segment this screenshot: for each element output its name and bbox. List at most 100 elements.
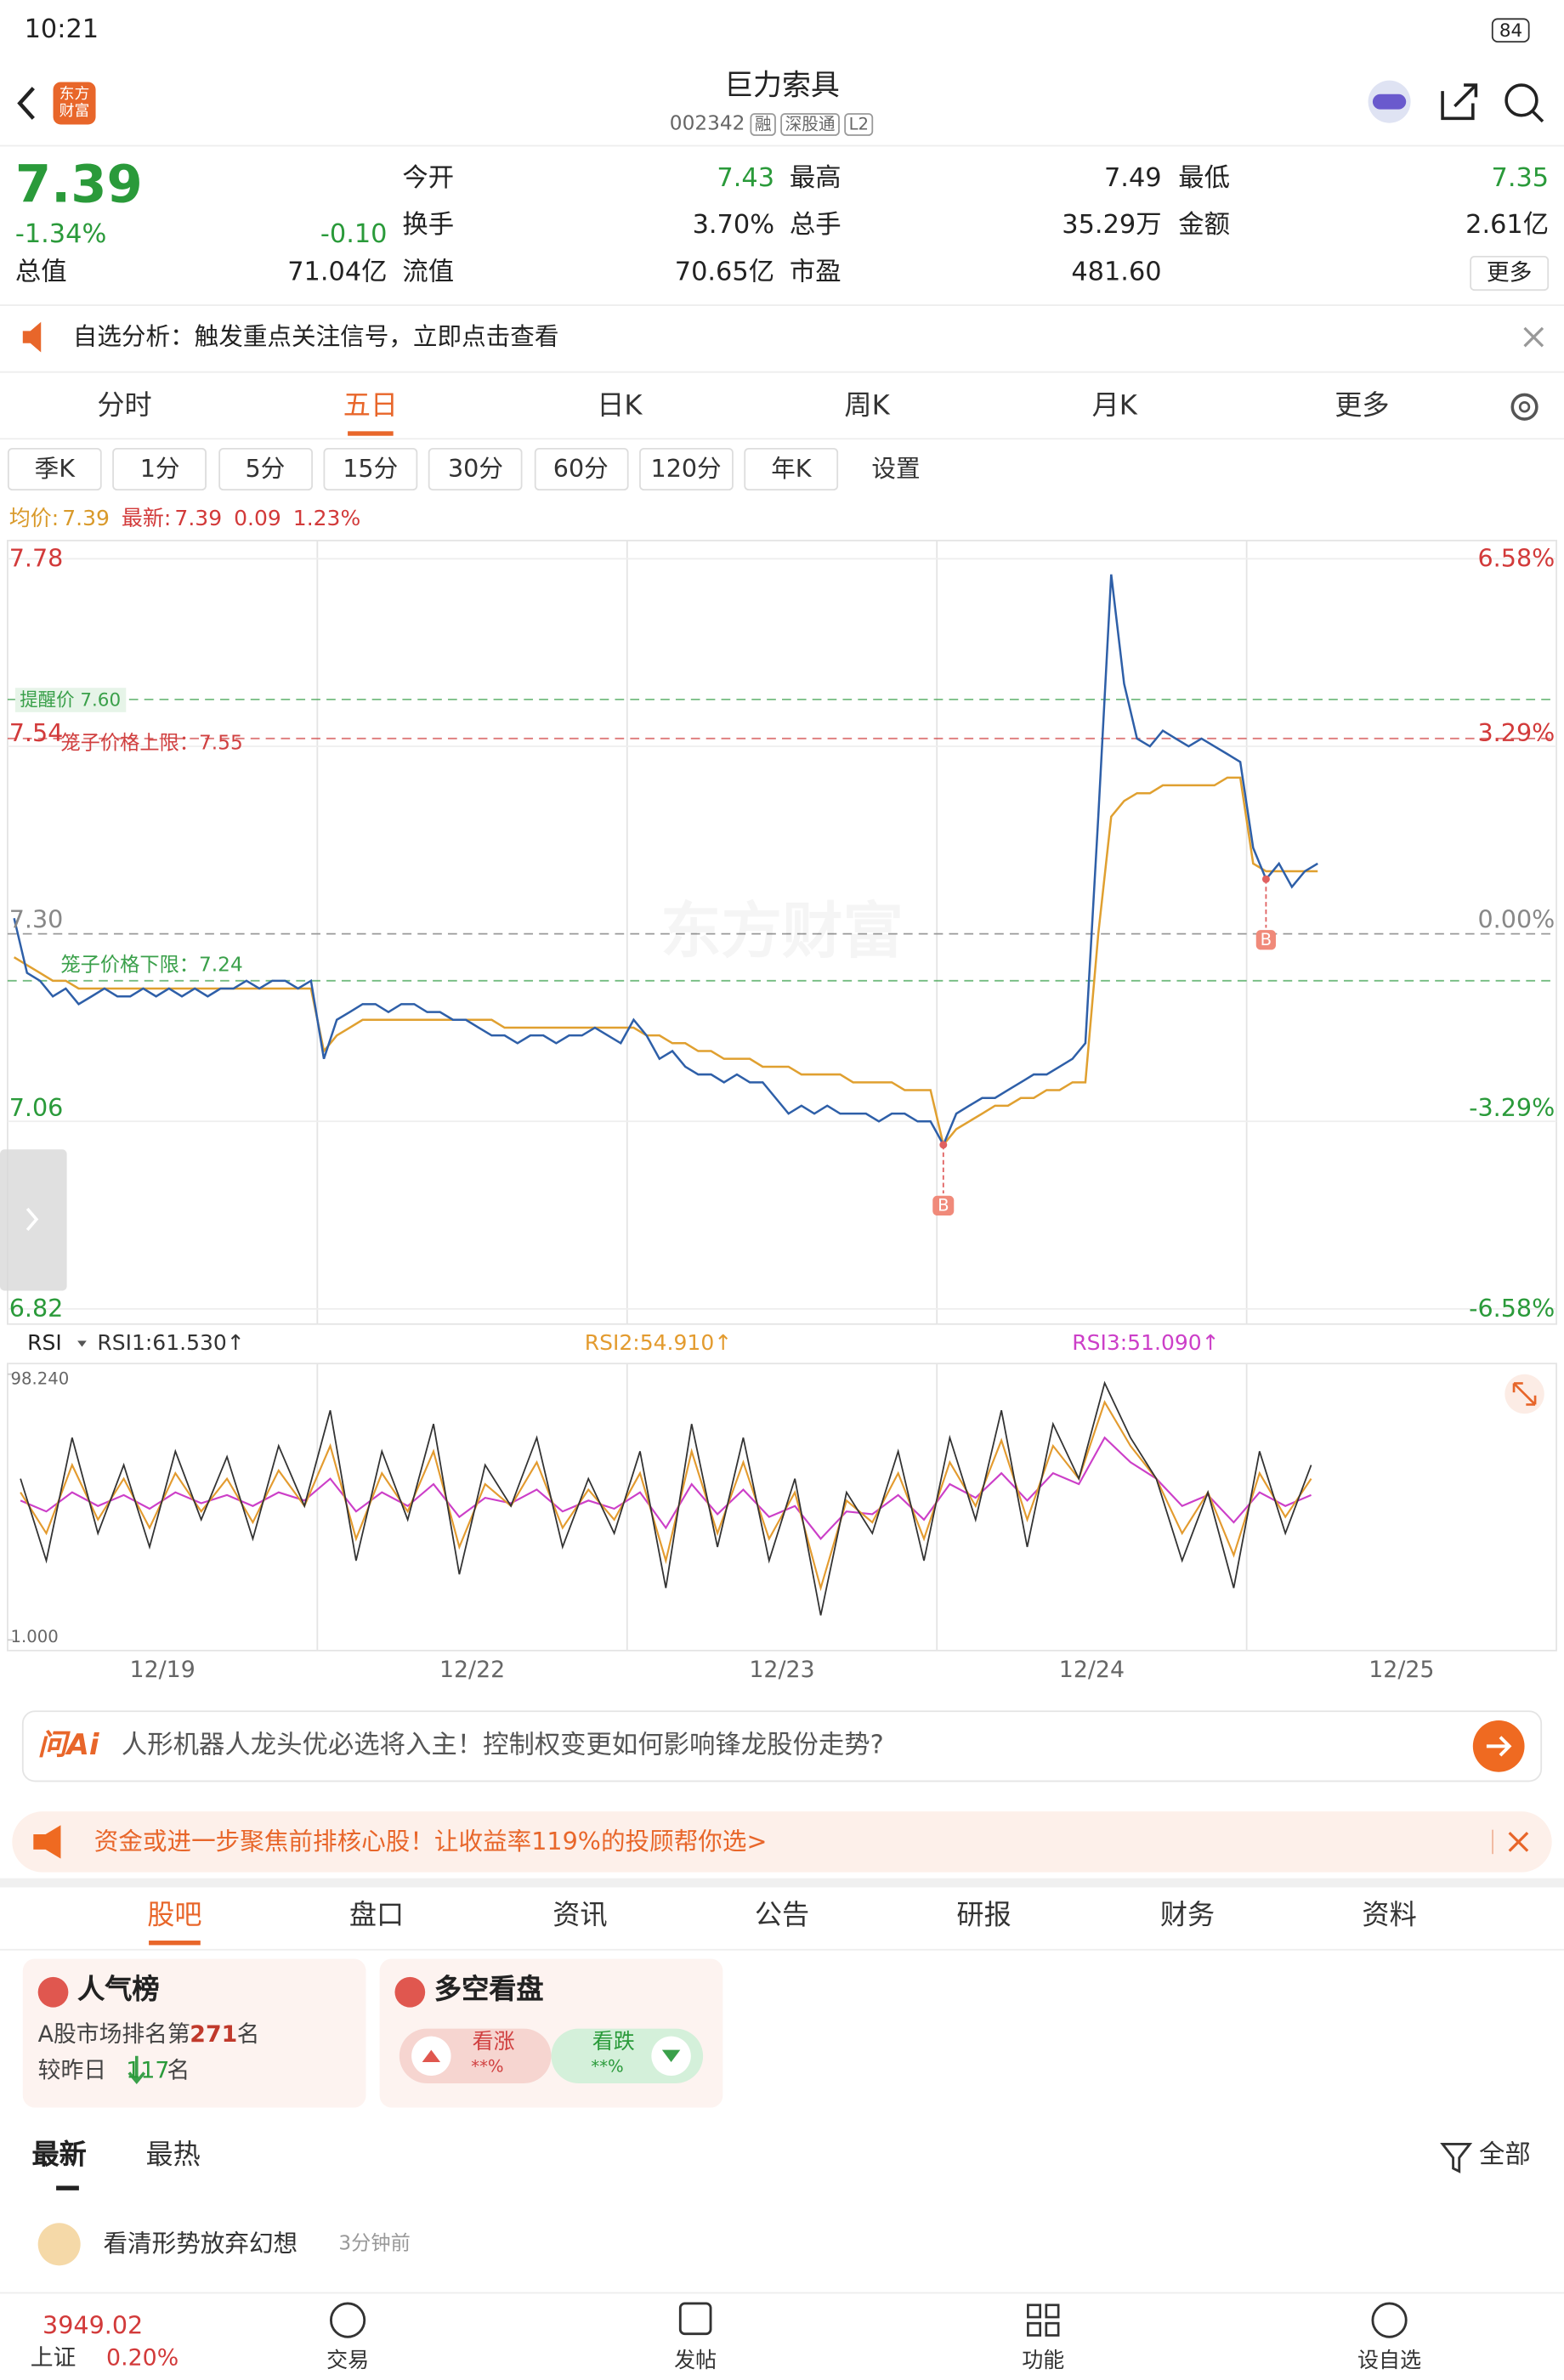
field-value: 3.70% [692, 210, 775, 241]
field-label: 总值 [14, 257, 67, 288]
author-avatar[interactable] [37, 2223, 81, 2266]
post-time: 3分钟前 [338, 2232, 411, 2256]
y-tick-label: 6.82 [8, 1294, 64, 1323]
legend-entry: RSI1:61.530↑ [97, 1331, 245, 1357]
expand-icon[interactable] [1512, 1382, 1537, 1406]
index-value: 3949.02 [42, 2310, 144, 2340]
search-icon[interactable] [1504, 83, 1538, 117]
legend-item: 1.23% [292, 507, 361, 532]
change-pct: -1.34% [14, 219, 107, 250]
period-button[interactable]: 5分 [218, 447, 313, 491]
pct-tick-label: -3.29% [1469, 1092, 1556, 1122]
index-name: 上证 [30, 2343, 76, 2372]
tab[interactable]: 分时 [97, 390, 152, 422]
signal-label: B [1255, 930, 1277, 950]
settings-icon[interactable] [1510, 393, 1538, 421]
filter-icon[interactable] [1440, 2142, 1473, 2173]
filter[interactable]: 全部 [1478, 2139, 1531, 2171]
sort-tab[interactable]: 最新 [31, 2139, 87, 2172]
ai-text[interactable]: 人形机器人龙头优必选将入主！控制权变更如何影响锋龙股份走势? [121, 1730, 884, 1761]
post-author[interactable]: 看清形势放弃幻想 [103, 2229, 298, 2258]
field-value: 7.43 [717, 163, 775, 194]
y-tick-label: 1.000 [10, 1627, 59, 1647]
period-button[interactable]: 设置 [871, 454, 921, 484]
side-handle[interactable] [0, 1149, 67, 1291]
watch-icon[interactable] [1371, 2302, 1408, 2338]
period-button[interactable]: 1分 [112, 447, 207, 491]
signal-label: B [932, 1195, 954, 1216]
sub-tab[interactable]: 资讯 [552, 1899, 608, 1932]
promo-icon [33, 1825, 61, 1859]
field-value: 2.61亿 [1465, 210, 1550, 241]
tab[interactable]: 五日 [343, 390, 399, 422]
speaker-icon [22, 321, 42, 353]
down-label: 看跌 [592, 2030, 635, 2055]
sub-tab[interactable]: 盘口 [348, 1899, 405, 1932]
indicator-select[interactable]: RSI [27, 1331, 62, 1357]
sub-tab[interactable]: 公告 [754, 1899, 810, 1932]
period-button[interactable]: 120分 [638, 447, 734, 491]
signal-dot [939, 1141, 948, 1149]
stock-tag: 融 [750, 113, 776, 136]
field-label: 流值 [402, 257, 455, 288]
more-button[interactable]: 更多 [1470, 256, 1550, 292]
func-icon [1027, 2321, 1042, 2337]
x-tick-label: 12/25 [1368, 1656, 1435, 1684]
share-icon[interactable] [1441, 83, 1478, 121]
legend-entry: RSI3:51.090↑ [1072, 1331, 1220, 1357]
down-small [128, 2055, 146, 2084]
battery: 84 [1491, 18, 1531, 43]
app-logo[interactable]: 东方财富 [53, 82, 96, 125]
ai-badge: 问Ai [37, 1728, 99, 1763]
nav-item[interactable]: 功能 [1022, 2349, 1065, 2374]
sub-tab-underline [149, 1941, 201, 1946]
period-button[interactable]: 30分 [428, 447, 523, 491]
signal-dot [1261, 875, 1270, 883]
series-line [20, 1380, 1312, 1616]
tab[interactable]: 日K [597, 390, 643, 422]
post-icon[interactable] [678, 2302, 712, 2336]
field-label: 市盈 [789, 257, 842, 288]
sub-tab[interactable]: 资料 [1362, 1899, 1417, 1932]
func-icon[interactable] [1027, 2304, 1042, 2319]
ai-banner[interactable] [21, 1710, 1543, 1782]
period-button[interactable]: 60分 [533, 447, 628, 491]
tab[interactable]: 周K [844, 390, 890, 422]
promo-banner[interactable] [12, 1811, 1552, 1873]
nav-item[interactable]: 发帖 [674, 2349, 717, 2374]
period-button[interactable]: 年K [744, 447, 839, 491]
expand-bg [1504, 1374, 1544, 1414]
tab[interactable]: 月K [1091, 390, 1137, 422]
x-tick-label: 12/22 [439, 1656, 506, 1684]
sub-tab[interactable]: 股吧 [147, 1899, 202, 1932]
vs-icon [394, 1976, 426, 2008]
sort-tab[interactable]: 最热 [145, 2139, 201, 2172]
field-label: 金额 [1178, 210, 1230, 241]
card-title: 人气榜 [77, 1974, 160, 2006]
period-button[interactable]: 季K [7, 447, 102, 491]
field-value: 35.29万 [1062, 210, 1162, 241]
tab-underline: 更多 [1334, 390, 1390, 422]
notice-text[interactable]: 自选分析：触发重点关注信号，立即点击查看 [72, 321, 559, 351]
sub-tab[interactable]: 研报 [956, 1899, 1012, 1932]
promo-close[interactable] [1508, 1832, 1529, 1852]
nav-item[interactable]: 交易 [326, 2349, 370, 2374]
period-button[interactable]: 15分 [323, 447, 418, 491]
legend-entry: RSI2:54.910↑ [584, 1331, 733, 1357]
card-text: 较昨日 [37, 2056, 107, 2084]
y-tick-label: 7.30 [8, 904, 64, 934]
change: -0.10 [320, 219, 388, 250]
sub-tab[interactable]: 财务 [1159, 1899, 1216, 1932]
nav-item[interactable]: 设自选 [1357, 2349, 1422, 2374]
price-frame [7, 540, 1557, 1325]
popularity-card[interactable] [22, 1958, 366, 2108]
trade-icon[interactable] [330, 2302, 366, 2338]
series-line [13, 574, 1318, 1148]
card-text: 271 [190, 2020, 238, 2048]
field-value: 481.60 [1071, 257, 1162, 288]
card-text: 名 [167, 2056, 190, 2084]
promo-text[interactable]: 资金或进一步聚焦前排核心股！让收益率119%的投顾帮你选> [94, 1827, 768, 1856]
back-icon[interactable] [17, 87, 35, 120]
close-icon[interactable] [1523, 326, 1544, 348]
up-value: **% [471, 2056, 504, 2077]
